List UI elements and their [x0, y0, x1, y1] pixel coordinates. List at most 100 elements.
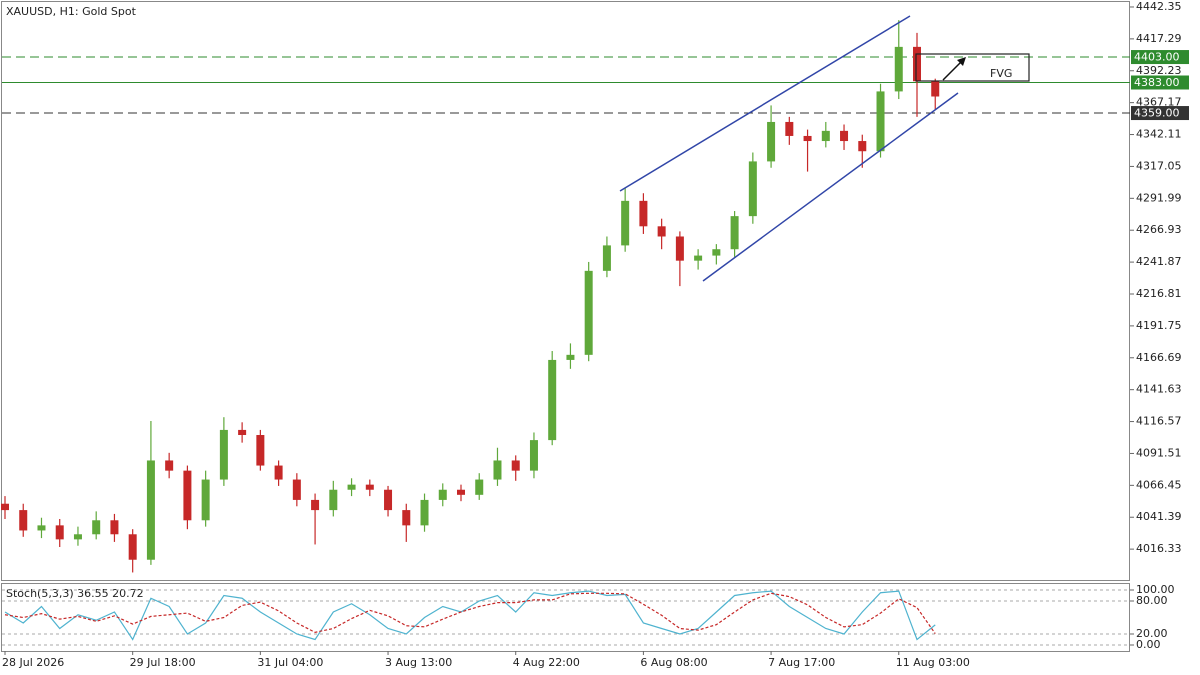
candle-body: [238, 429, 247, 436]
y-tick-label: 4166.69: [1136, 351, 1182, 364]
main-frame: [1, 1, 1130, 581]
y-tick-label: 4442.35: [1136, 0, 1182, 13]
candle-body: [894, 46, 903, 92]
candle-body: [384, 489, 393, 511]
candle-body: [292, 479, 301, 500]
candle-body: [694, 255, 703, 261]
y-tick-label: 4241.87: [1136, 255, 1182, 268]
candle-body: [311, 499, 320, 511]
y-tick-label: 4291.99: [1136, 191, 1182, 204]
candle-body: [913, 46, 921, 82]
candle-body: [767, 121, 776, 162]
fvg-box: [915, 53, 1030, 82]
channel-lower: [702, 92, 959, 282]
indicator-tick-label: 80.00: [1136, 594, 1168, 607]
candle-body: [529, 440, 538, 471]
candle-body: [457, 489, 465, 495]
candle-body: [493, 460, 502, 480]
candle-body: [165, 460, 174, 471]
candle-body: [621, 200, 630, 246]
candle-body: [420, 499, 429, 526]
candle-body: [858, 141, 867, 152]
candle-body: [274, 465, 283, 480]
y-tick-label: 4016.33: [1136, 542, 1182, 555]
y-tick-label: 4342.11: [1136, 128, 1182, 141]
y-tick-label: 4317.05: [1136, 159, 1182, 172]
candle-body: [1, 503, 9, 511]
y-tick-label: 4116.57: [1136, 415, 1182, 428]
candle-body: [803, 135, 812, 142]
candle-body: [438, 489, 447, 500]
d-last: 20.72: [112, 587, 144, 600]
candle-body: [365, 484, 374, 490]
candle-body: [657, 226, 666, 237]
chart-title: XAUUSD, H1: Gold Spot: [6, 5, 137, 18]
x-tick-label: 7 Aug 17:00: [768, 656, 835, 669]
arrow: [942, 59, 964, 81]
level-tag: [1131, 75, 1189, 90]
y-tick-label: 4392.23: [1136, 64, 1182, 77]
level-tag: [1131, 106, 1189, 121]
x-tick-label: 11 Aug 03:00: [896, 656, 970, 669]
candle-body: [730, 216, 739, 250]
level-tag: [1131, 50, 1189, 65]
level-label: 4359.00: [1134, 107, 1180, 120]
candle-body: [584, 270, 593, 355]
candle-body: [73, 534, 82, 540]
candle-body: [201, 479, 210, 521]
candle-body: [566, 354, 575, 360]
x-tick-label: 6 Aug 08:00: [640, 656, 707, 669]
x-tick-label: 3 Aug 13:00: [385, 656, 452, 669]
level-label: 4383.00: [1134, 76, 1180, 89]
arrow-head: [957, 57, 966, 66]
y-tick-label: 4191.75: [1136, 319, 1182, 332]
candle-body: [840, 130, 849, 142]
level-label: 4403.00: [1134, 51, 1180, 64]
candle-body: [128, 534, 137, 560]
y-tick-label: 4367.17: [1136, 96, 1182, 109]
candle-body: [37, 525, 46, 531]
indicator-tick-label: 100.00: [1136, 583, 1175, 596]
candle-body: [475, 479, 484, 495]
y-tick-label: 4066.45: [1136, 478, 1182, 491]
y-tick-label: 4266.93: [1136, 223, 1182, 236]
y-tick-label: 4417.29: [1136, 32, 1182, 45]
candle-body: [785, 121, 794, 136]
candle-body: [219, 429, 228, 480]
indicator-header: Stoch(5,3,3) 36.55 20.72: [6, 587, 144, 600]
x-tick-label: 28 Jul 2026: [2, 656, 64, 669]
y-tick-label: 4091.51: [1136, 446, 1182, 459]
indicator-tick-label: 0.00: [1136, 638, 1161, 651]
fvg-label: FVG: [990, 67, 1012, 80]
candle-body: [876, 91, 885, 152]
candle-body: [639, 200, 648, 227]
indicator-line: [4, 592, 936, 634]
indicator-tick-label: 20.00: [1136, 627, 1168, 640]
candle-body: [347, 484, 356, 490]
x-tick-label: 29 Jul 18:00: [130, 656, 196, 669]
candle-body: [146, 460, 155, 560]
k-last: 36.55: [77, 587, 109, 600]
candle-body: [55, 525, 64, 540]
candle-body: [92, 520, 101, 535]
candle-body: [748, 161, 757, 217]
y-tick-label: 4216.81: [1136, 287, 1182, 300]
candle-body: [675, 236, 684, 261]
y-tick-label: 4041.39: [1136, 510, 1182, 523]
indicator-frame: [1, 583, 1130, 652]
candle-body: [183, 470, 192, 521]
indicator-name: Stoch(5,3,3): [6, 587, 74, 600]
candle-body: [110, 520, 119, 535]
x-tick-label: 31 Jul 04:00: [257, 656, 323, 669]
candle-body: [19, 510, 28, 531]
candle-body: [256, 435, 265, 466]
candle-body: [402, 510, 411, 526]
channel-upper: [619, 15, 911, 192]
candle-body: [821, 130, 830, 142]
candle-body: [329, 489, 338, 511]
candle-body: [511, 460, 520, 471]
indicator-line: [4, 590, 936, 641]
